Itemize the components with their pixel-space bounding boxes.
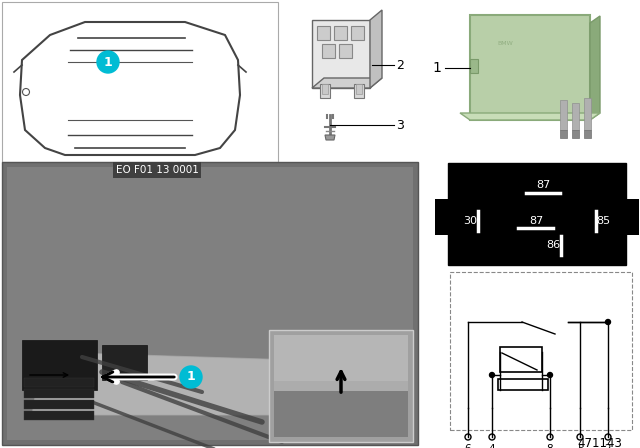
Polygon shape	[590, 16, 600, 120]
Bar	[2, 162, 418, 445]
Polygon shape	[325, 135, 335, 140]
Bar	[356, 84, 362, 94]
Polygon shape	[32, 352, 358, 415]
Bar	[351, 26, 364, 40]
Text: 8: 8	[547, 444, 554, 448]
Bar	[269, 330, 413, 442]
Polygon shape	[312, 78, 382, 88]
Bar	[435, 199, 450, 235]
Bar	[470, 59, 478, 73]
Bar	[7, 167, 413, 440]
Text: 2: 2	[396, 59, 404, 72]
Circle shape	[180, 366, 202, 388]
Bar	[572, 130, 579, 138]
Bar	[312, 20, 370, 88]
Text: 3: 3	[396, 119, 404, 132]
Bar	[498, 379, 548, 390]
Bar	[624, 199, 639, 235]
Bar	[320, 84, 330, 98]
Bar	[274, 381, 408, 437]
Bar	[470, 15, 590, 120]
Bar	[450, 272, 632, 430]
Bar	[560, 100, 567, 130]
Text: BMW: BMW	[497, 40, 513, 46]
Bar	[22, 340, 97, 390]
Text: 1: 1	[104, 56, 113, 69]
Circle shape	[547, 372, 552, 378]
Bar	[2, 2, 278, 162]
Text: 87: 87	[536, 180, 550, 190]
Bar	[500, 347, 542, 372]
Text: 30: 30	[463, 216, 477, 226]
Bar	[334, 26, 347, 40]
Bar	[584, 98, 591, 130]
Bar	[339, 44, 352, 58]
Polygon shape	[460, 113, 600, 120]
Bar	[584, 130, 591, 138]
Text: 85: 85	[596, 216, 610, 226]
Circle shape	[97, 51, 119, 73]
Text: 2: 2	[605, 444, 611, 448]
Bar	[24, 400, 94, 409]
Polygon shape	[370, 10, 382, 88]
Text: 6: 6	[465, 444, 471, 448]
Bar	[317, 26, 330, 40]
Bar	[24, 378, 94, 387]
Text: 1: 1	[432, 61, 441, 75]
Bar	[560, 130, 567, 138]
Bar	[24, 389, 94, 398]
Text: 87: 87	[529, 216, 543, 226]
Text: 1: 1	[187, 370, 195, 383]
Bar	[572, 103, 579, 130]
Bar	[448, 163, 626, 265]
Text: 4: 4	[489, 444, 495, 448]
Bar	[24, 411, 94, 420]
Bar	[322, 44, 335, 58]
Circle shape	[605, 319, 611, 324]
Circle shape	[490, 372, 495, 378]
Text: 5: 5	[577, 444, 583, 448]
Text: 86: 86	[546, 240, 560, 250]
Bar	[322, 84, 328, 94]
Bar	[354, 84, 364, 98]
Text: 471143: 471143	[577, 436, 623, 448]
Text: EO F01 13 0001: EO F01 13 0001	[116, 165, 198, 175]
Bar	[274, 335, 408, 391]
Bar	[102, 345, 147, 380]
